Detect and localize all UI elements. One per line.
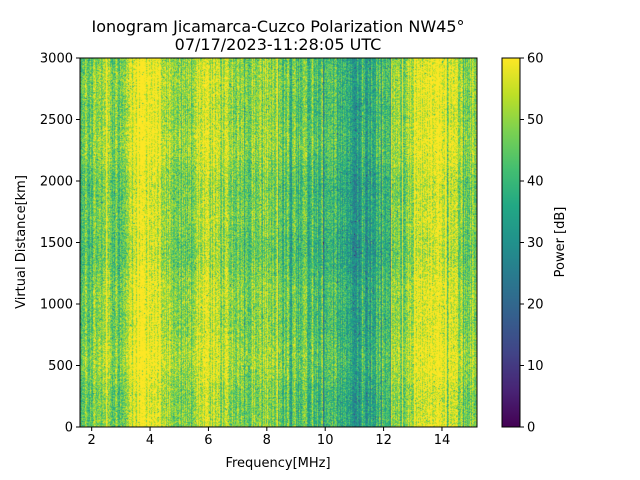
heatmap-canvas (80, 58, 477, 427)
x-tick-label: 6 (204, 433, 212, 448)
colorbar-tick-label: 10 (527, 359, 544, 374)
colorbar-ticks: 0 10 20 30 40 50 60 (520, 52, 544, 436)
chart-title: Ionogram Jicamarca-Cuzco Polarization NW… (91, 17, 464, 36)
colorbar-label: Power [dB] (553, 207, 568, 278)
x-tick-label: 4 (146, 433, 154, 448)
x-tick-label: 2 (88, 433, 96, 448)
x-tick-label: 12 (375, 433, 392, 448)
colorbar-tick-label: 0 (527, 421, 535, 436)
colorbar-gradient (501, 57, 521, 428)
heatmap-plot (79, 57, 478, 428)
y-tick-label: 1500 (40, 236, 73, 251)
y-tick-label: 3000 (40, 52, 73, 67)
x-axis-label: Frequency[MHz] (225, 456, 330, 471)
y-tick-label: 500 (48, 359, 73, 374)
x-axis: 2 4 6 8 10 12 14 (88, 427, 451, 448)
chart-subtitle: 07/17/2023-11:28:05 UTC (175, 35, 382, 54)
y-axis-label: Virtual Distance[km] (14, 175, 29, 309)
y-axis: 0 500 1000 1500 2000 2500 3000 (40, 52, 80, 436)
colorbar-tick-label: 20 (527, 298, 544, 313)
colorbar-tick-label: 60 (527, 52, 544, 67)
x-tick-label: 14 (434, 433, 451, 448)
colorbar-tick-label: 30 (527, 236, 544, 251)
x-tick-label: 10 (317, 433, 334, 448)
colorbar-tick-label: 40 (527, 175, 544, 190)
y-tick-label: 0 (65, 421, 73, 436)
colorbar: 0 10 20 30 40 50 60 Power [dB] (501, 52, 568, 436)
colorbar-tick-label: 50 (527, 113, 544, 128)
y-tick-label: 1000 (40, 298, 73, 313)
y-tick-label: 2000 (40, 175, 73, 190)
x-tick-label: 8 (263, 433, 271, 448)
y-tick-label: 2500 (40, 113, 73, 128)
